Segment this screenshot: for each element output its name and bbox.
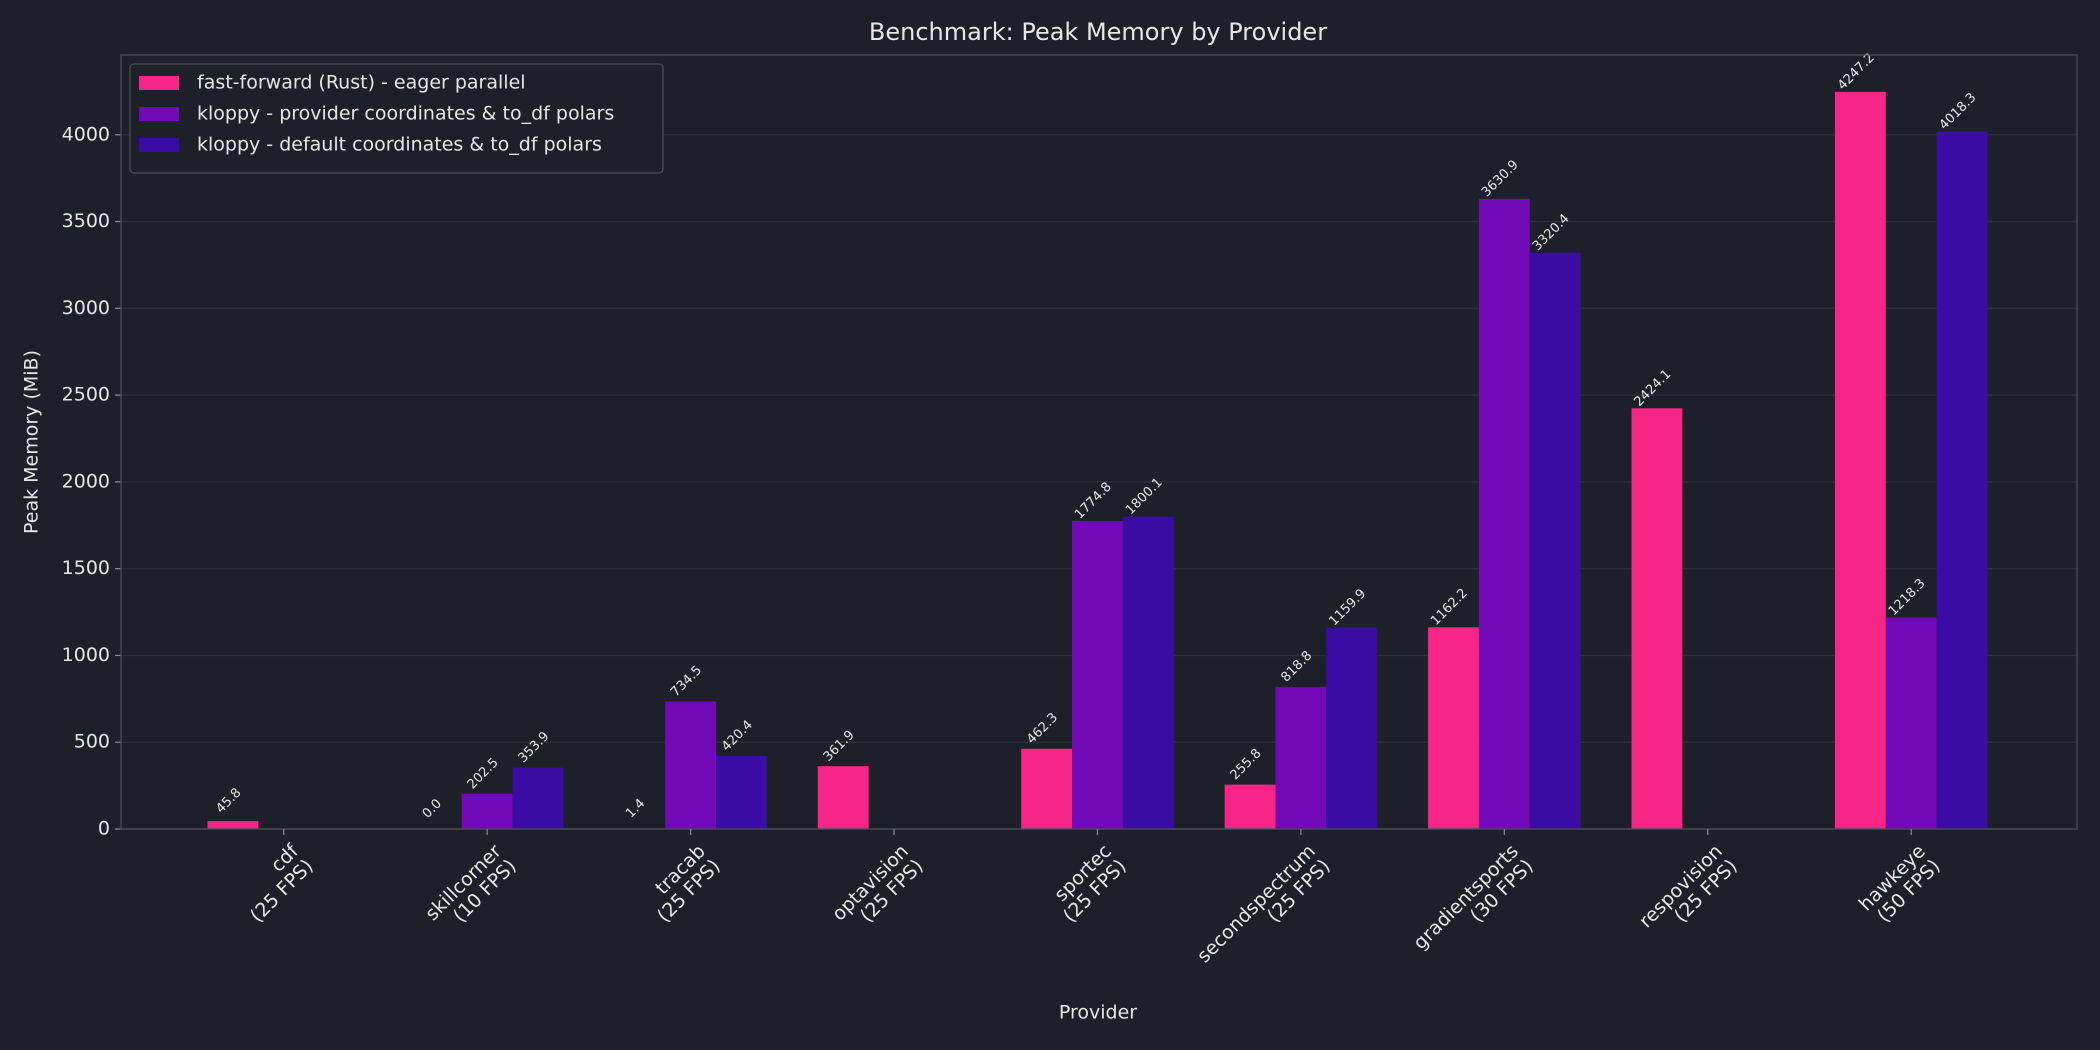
bar: [817, 766, 869, 829]
y-axis-label: Peak Memory (MiB): [21, 350, 43, 534]
value-label: 818.8: [1278, 648, 1315, 685]
bar: [1428, 627, 1479, 829]
value-label: 420.4: [719, 718, 756, 755]
legend-swatch: [139, 76, 179, 90]
bar: [207, 821, 259, 829]
value-label: 1159.9: [1326, 586, 1369, 629]
value-label: 3320.4: [1530, 211, 1573, 254]
y-tick-label: 500: [74, 731, 110, 753]
y-tick-label: 1500: [62, 557, 110, 579]
bar: [1275, 686, 1327, 829]
chart-title: Benchmark: Peak Memory by Provider: [869, 18, 1327, 46]
value-label: 3630.9: [1479, 157, 1522, 200]
y-tick-label: 0: [98, 818, 110, 840]
bar: [1834, 91, 1886, 829]
legend-label: kloppy - provider coordinates & to_df po…: [197, 103, 614, 125]
bar: [665, 701, 717, 829]
value-label: 255.8: [1228, 746, 1265, 783]
bar: [512, 767, 564, 829]
y-tick-label: 3000: [62, 297, 110, 319]
legend: fast-forward (Rust) - eager parallel klop…: [129, 63, 664, 174]
legend-label: fast-forward (Rust) - eager parallel: [197, 72, 526, 94]
value-label: 1218.3: [1886, 576, 1929, 619]
bar: [1631, 408, 1683, 829]
bar: [1885, 617, 1937, 829]
bar: [1936, 131, 1988, 830]
value-label: 361.9: [821, 728, 858, 765]
bar: [1224, 784, 1276, 829]
y-tick-label: 3500: [62, 210, 110, 232]
value-label: 4247.2: [1835, 50, 1878, 93]
value-label: 1774.8: [1072, 480, 1115, 523]
bar: [461, 793, 513, 829]
value-label: 0.0: [420, 796, 445, 821]
value-label: 2424.1: [1632, 367, 1675, 410]
y-tick-label: 4000: [62, 123, 110, 145]
legend-swatch: [139, 138, 179, 152]
legend-swatch: [139, 107, 179, 121]
legend-label: kloppy - default coordinates & to_df pol…: [197, 134, 602, 156]
bar: [716, 756, 767, 829]
legend-frame: [129, 63, 664, 174]
bar: [1021, 748, 1073, 829]
value-label: 1.4: [623, 796, 648, 821]
value-label: 353.9: [516, 729, 553, 766]
y-tick-label: 2500: [62, 384, 110, 406]
value-label: 734.5: [668, 663, 705, 700]
bar: [1529, 252, 1581, 829]
bar: [1478, 198, 1530, 830]
bar: [1072, 520, 1123, 829]
value-label: 202.5: [465, 755, 502, 792]
y-tick-label: 1000: [62, 644, 110, 666]
bar: [1326, 627, 1378, 829]
value-label: 4018.3: [1937, 90, 1980, 133]
value-label: 1162.2: [1428, 586, 1471, 629]
value-label: 45.8: [213, 786, 244, 817]
y-tick-label: 2000: [62, 470, 110, 492]
bar: [1122, 516, 1174, 829]
x-axis-label: Provider: [1059, 1002, 1137, 1024]
plot-frame: [120, 54, 2078, 830]
